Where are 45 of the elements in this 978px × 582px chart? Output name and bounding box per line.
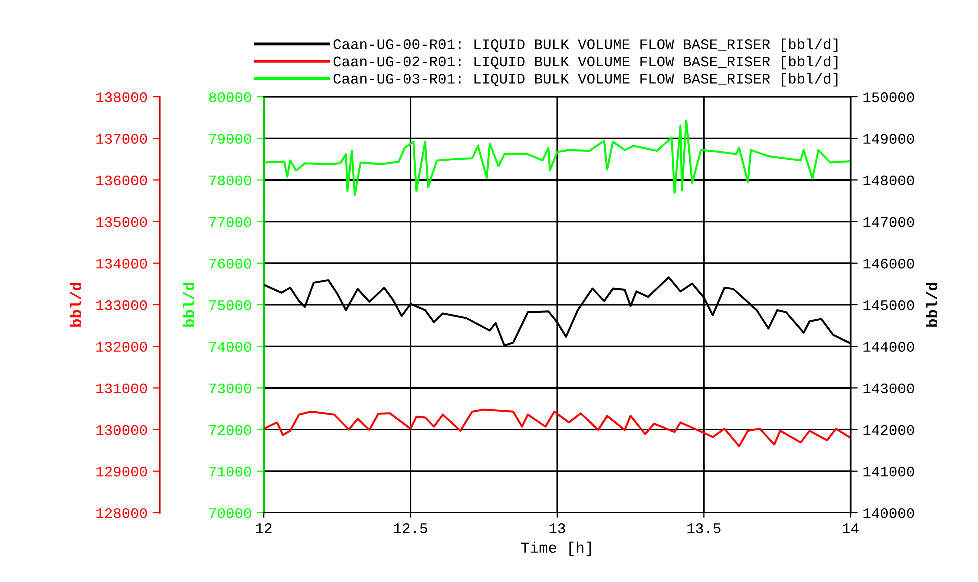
y-tick-label: 78000	[210, 176, 252, 186]
y3-tick-label: 145000	[864, 300, 914, 310]
y2-tick-label: 136000	[96, 176, 148, 186]
legend-label: Caan-UG-03-R01: LIQUID BULK VOLUME FLOW BASE_RISER [bbl/d]	[334, 73, 838, 87]
y-tick-label: 80000	[209, 92, 252, 102]
y2-tick-label: 138000	[96, 92, 148, 102]
y2-tick-label: 133000	[96, 300, 148, 310]
y2-tick-label: 131000	[96, 384, 148, 394]
y-tick-label: 74000	[210, 342, 252, 352]
y3-tick-label: 140000	[864, 508, 914, 518]
y-axis-title: bbl/d	[183, 283, 194, 327]
y2-tick-label: 128000	[96, 508, 148, 518]
y3-tick-label: 147000	[864, 217, 914, 228]
x-tick-label: 12	[256, 524, 272, 534]
y3-tick-label: 148000	[864, 176, 914, 186]
y-tick-label: 70000	[210, 508, 252, 518]
y2-tick-label: 130000	[96, 425, 148, 436]
x-tick-label: 14	[843, 524, 859, 534]
y2-tick-label: 129000	[96, 466, 148, 477]
y2-tick-label: 137000	[96, 134, 148, 144]
y2-axis-title: bbl/d	[70, 283, 82, 327]
y3-tick-label: 144000	[864, 342, 914, 352]
y-tick-label: 75000	[210, 300, 252, 310]
legend-label: Caan-UG-02-R01: LIQUID BULK VOLUME FLOW BASE_RISER [bbl/d]	[334, 56, 838, 70]
y3-axis-title: bbl/d	[926, 283, 938, 327]
y3-tick-label: 142000	[864, 425, 914, 436]
y2-tick-label: 134000	[96, 258, 148, 269]
x-tick-label: 13	[550, 524, 566, 534]
x-tick-label: 13.5	[688, 524, 721, 534]
x-axis-title: Time [h]	[521, 542, 592, 556]
y-tick-label: 73000	[210, 384, 252, 394]
y-tick-label: 77000	[210, 217, 252, 228]
y-tick-label: 76000	[210, 258, 252, 269]
y-tick-label: 71000	[210, 466, 252, 477]
y-tick-label: 79000	[210, 134, 252, 144]
y3-tick-label: 141000	[864, 466, 914, 477]
y3-tick-label: 143000	[864, 384, 914, 394]
y3-tick-label: 149000	[864, 134, 914, 144]
y-tick-label: 72000	[210, 425, 252, 436]
y3-tick-label: 146000	[864, 258, 914, 269]
y2-tick-label: 135000	[96, 217, 148, 228]
y3-tick-label: 150000	[864, 92, 914, 102]
legend-label: Caan-UG-00-R01: LIQUID BULK VOLUME FLOW BASE_RISER [bbl/d]	[334, 38, 838, 52]
y2-tick-label: 132000	[96, 342, 148, 352]
x-tick-label: 12.5	[394, 524, 428, 534]
